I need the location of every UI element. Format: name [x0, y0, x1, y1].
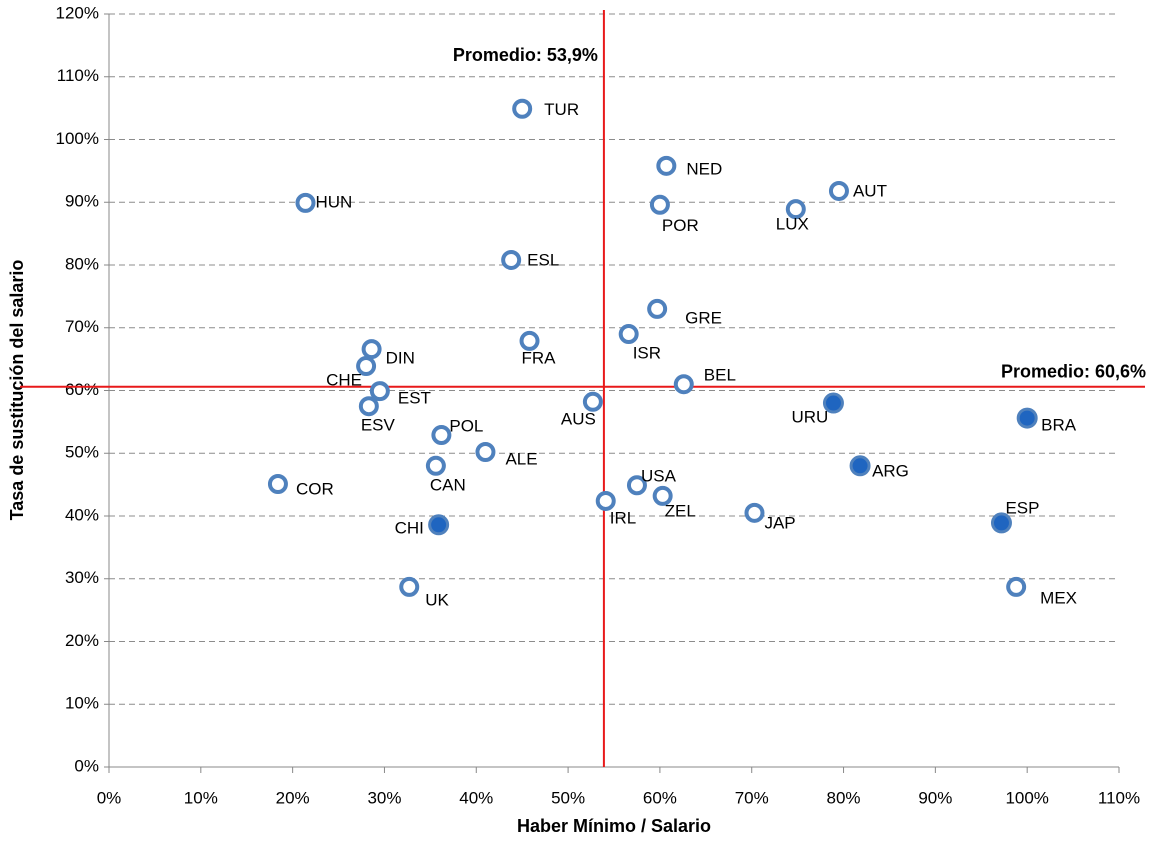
point: [501, 249, 522, 270]
point: [744, 502, 765, 523]
x-tick-label: 30%: [367, 788, 401, 807]
point: [425, 455, 446, 476]
point-label: CHI: [395, 518, 424, 537]
point-label: BEL: [704, 366, 736, 385]
x-tick-label: 10%: [184, 788, 218, 807]
x-tick-label: 0%: [97, 788, 122, 807]
point: [358, 396, 379, 417]
point-label: GRE: [685, 308, 722, 327]
y-tick-label: 50%: [65, 443, 99, 462]
point-label: POL: [449, 417, 483, 436]
point: [295, 192, 316, 213]
point: [369, 381, 390, 402]
point: [626, 475, 647, 496]
point: [356, 356, 377, 377]
point-label: UK: [425, 590, 449, 609]
point: [656, 155, 677, 176]
x-tick-label: 60%: [643, 788, 677, 807]
point-label: POR: [662, 216, 699, 235]
point: [512, 98, 533, 119]
point: [475, 441, 496, 462]
point: [618, 324, 639, 345]
point-label: AUT: [853, 181, 887, 200]
point-label: CHE: [326, 371, 362, 390]
point: [990, 512, 1012, 534]
point-label: URU: [791, 408, 828, 427]
point-label: NED: [686, 159, 722, 178]
y-tick-label: 20%: [65, 631, 99, 650]
y-tick-label: 0%: [74, 756, 99, 775]
point: [267, 473, 288, 494]
point: [647, 298, 668, 319]
point-label: TUR: [544, 100, 579, 119]
point: [595, 490, 616, 511]
point-label: ISR: [633, 344, 661, 363]
point-label: ZEL: [665, 501, 696, 520]
x-tick-label: 50%: [551, 788, 585, 807]
y-tick-label: 30%: [65, 568, 99, 587]
point: [1016, 407, 1038, 429]
y-tick-label: 110%: [57, 66, 99, 85]
point: [849, 455, 871, 477]
point: [652, 485, 673, 506]
point-label: EST: [398, 389, 431, 408]
point-label: ESL: [527, 250, 559, 269]
point-label: USA: [641, 467, 677, 486]
point: [828, 180, 849, 201]
point-label: BRA: [1041, 416, 1077, 435]
x-tick-label: 110%: [1098, 788, 1140, 807]
point: [361, 339, 382, 360]
y-tick-label: 70%: [65, 317, 99, 336]
point-label: FRA: [522, 348, 557, 367]
y-tick-label: 60%: [65, 380, 99, 399]
point: [399, 576, 420, 597]
point-label: DIN: [386, 349, 415, 368]
point: [785, 199, 806, 220]
point-label: IRL: [610, 508, 636, 527]
point: [582, 391, 603, 412]
y-tick-label: 100%: [56, 129, 99, 148]
x-tick-label: 20%: [276, 788, 310, 807]
point-label: AUS: [561, 409, 596, 428]
point-label: JAP: [764, 513, 795, 532]
point-label: MEX: [1040, 588, 1077, 607]
x-tick-label: 80%: [827, 788, 861, 807]
y-tick-label: 90%: [65, 192, 99, 211]
x-tick-label: 100%: [1005, 788, 1048, 807]
point-label: ARG: [872, 461, 909, 480]
point: [1006, 576, 1027, 597]
point: [519, 330, 540, 351]
point: [649, 194, 670, 215]
point-label: ESV: [361, 416, 396, 435]
y-tick-label: 10%: [65, 694, 99, 713]
point: [431, 425, 452, 446]
x-tick-label: 90%: [918, 788, 952, 807]
point: [822, 392, 844, 414]
y-axis-title: Tasa de sustitución del salario: [7, 260, 27, 521]
point-label: ALE: [505, 449, 537, 468]
point: [673, 374, 694, 395]
x-tick-label: 70%: [735, 788, 769, 807]
y-tick-label: 80%: [65, 254, 99, 273]
y-tick-label: 120%: [56, 3, 99, 22]
reference-label: Promedio: 53,9%: [453, 45, 598, 65]
reference-label: Promedio: 60,6%: [1001, 361, 1146, 381]
point-label: HUN: [315, 192, 352, 211]
x-axis-title: Haber Mínimo / Salario: [517, 816, 711, 836]
x-tick-label: 40%: [459, 788, 493, 807]
point-label: LUX: [776, 215, 809, 234]
point-label: COR: [296, 479, 334, 498]
point-label: ESP: [1005, 498, 1039, 517]
point-label: CAN: [430, 475, 466, 494]
point: [428, 514, 450, 536]
y-tick-label: 40%: [65, 505, 99, 524]
